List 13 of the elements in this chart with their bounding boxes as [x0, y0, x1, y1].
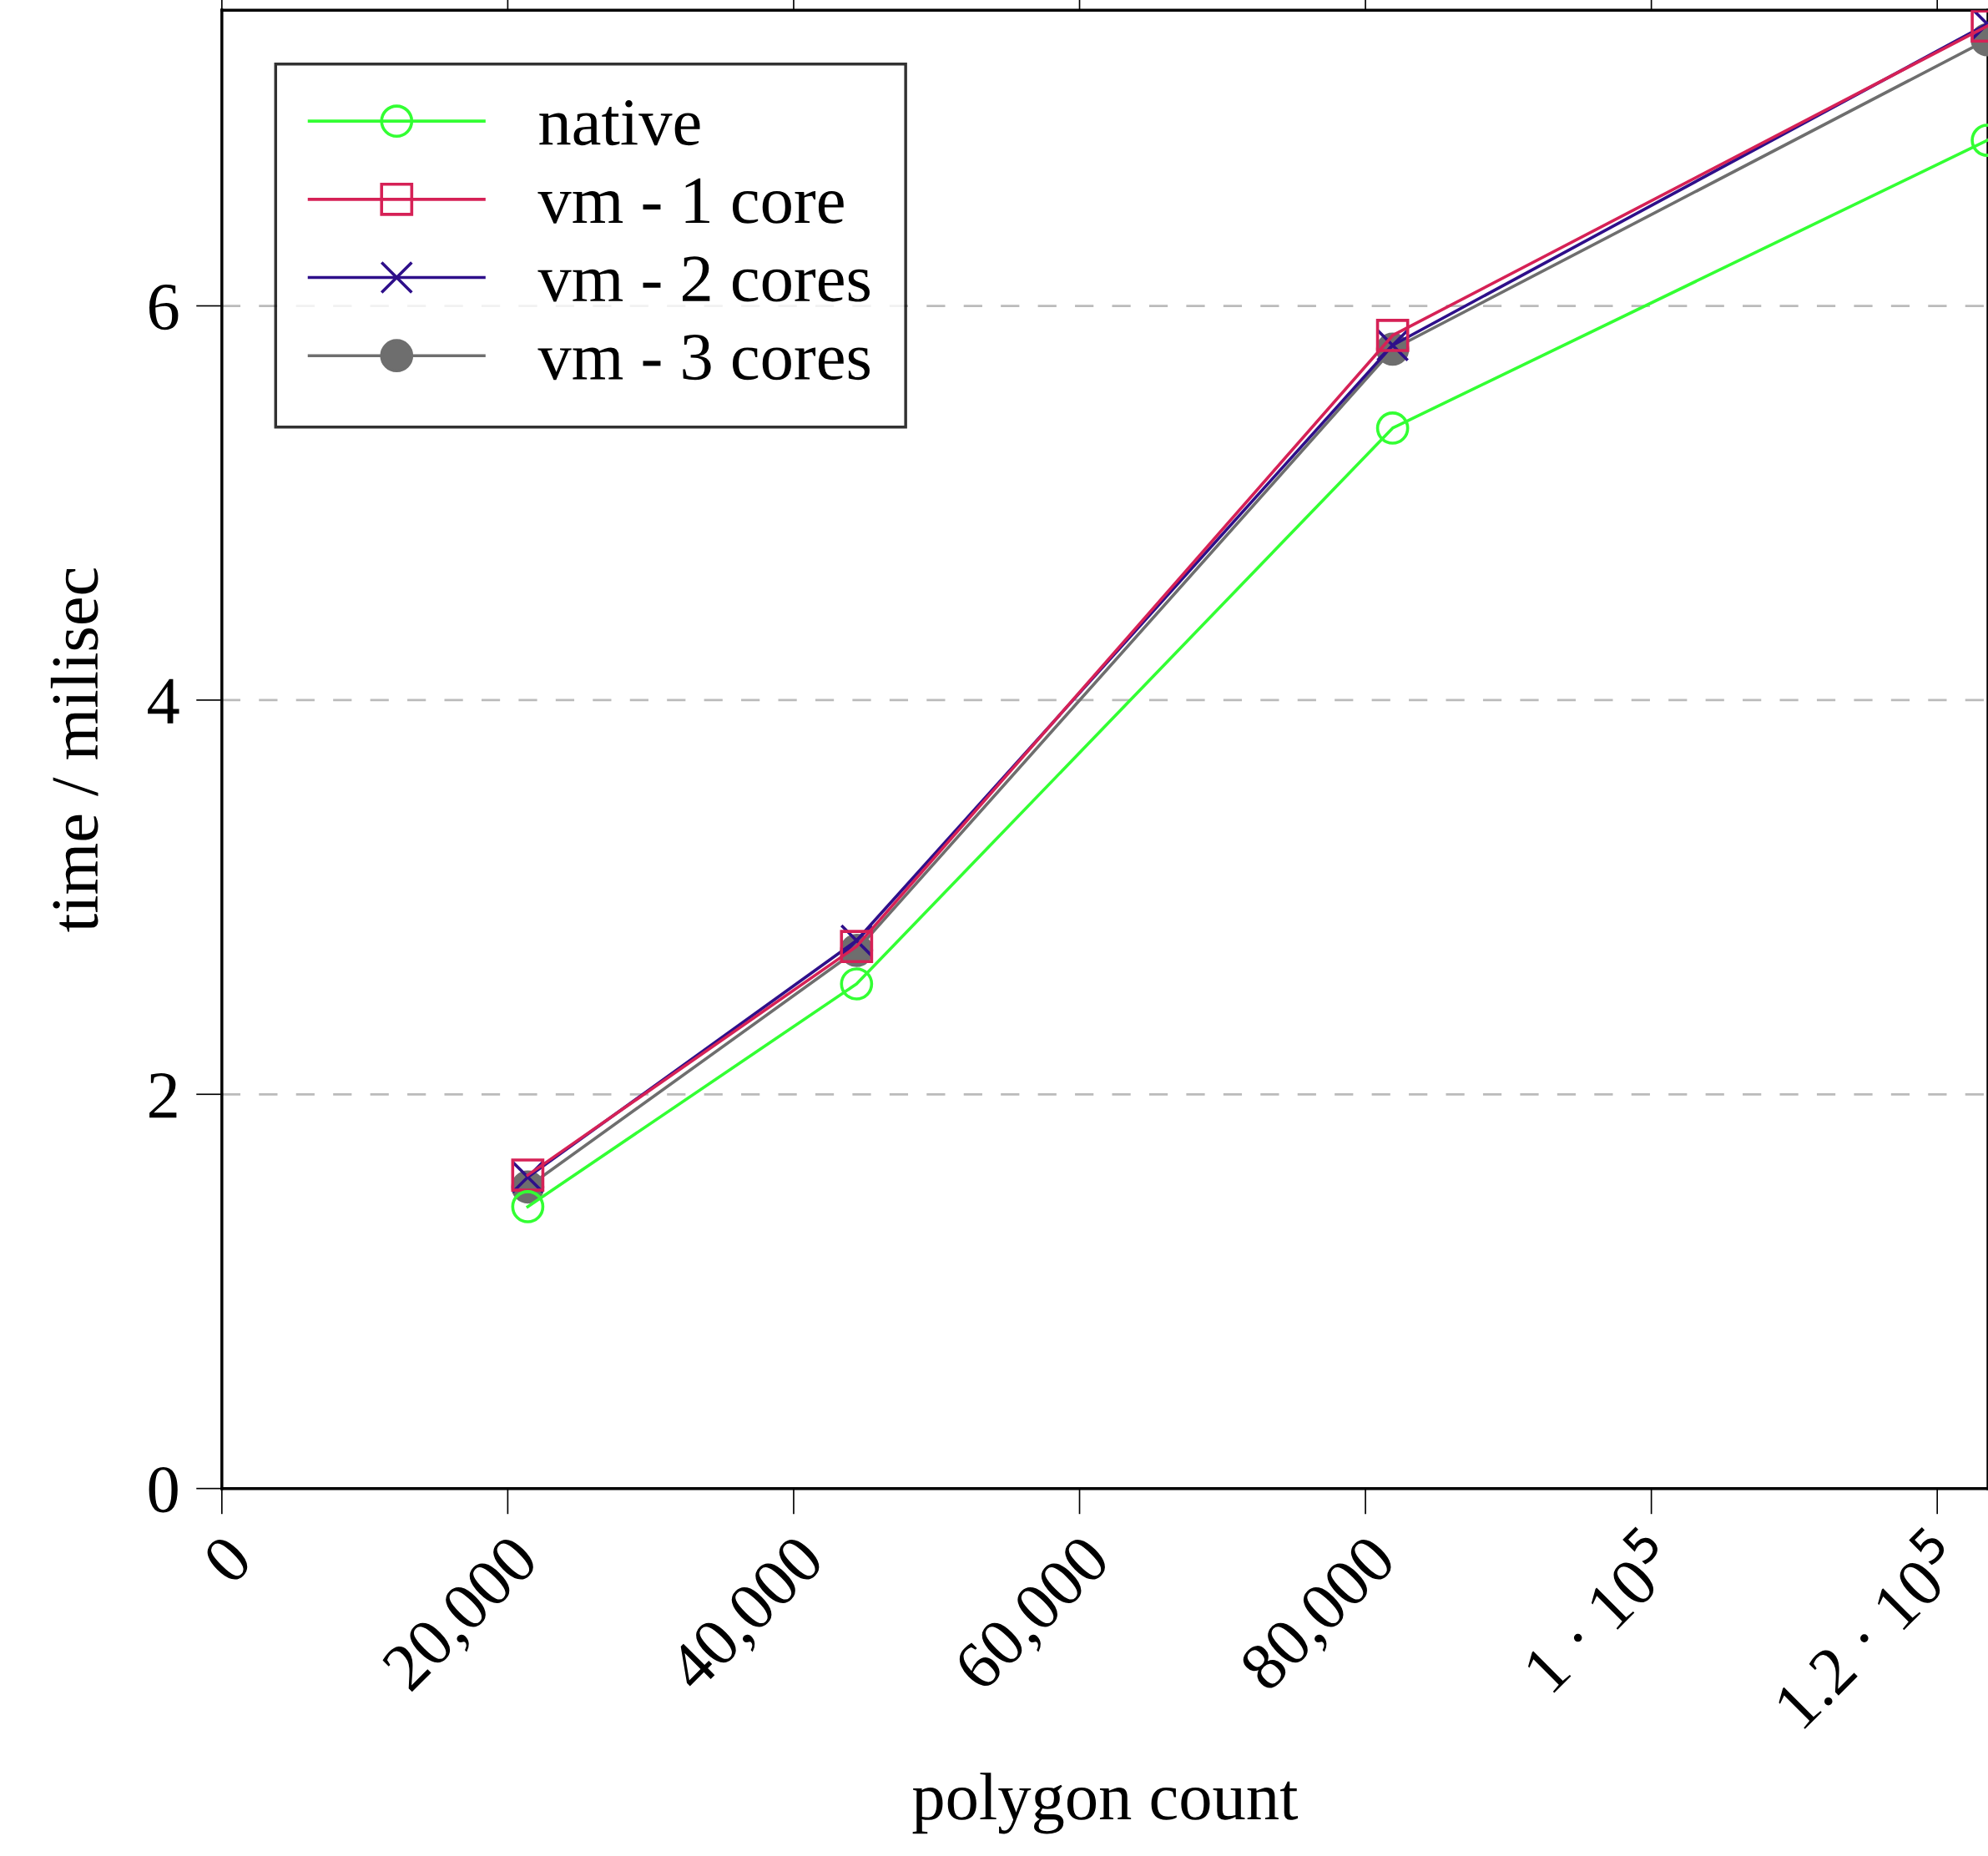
y-axis-title: time / milisec	[50, 568, 98, 932]
legend-label: native	[539, 100, 700, 146]
legend-label: vm - 2 cores	[537, 256, 870, 302]
x-tick-label: 0	[201, 1533, 254, 1586]
y-tick-label: 2	[149, 1072, 177, 1118]
y-tick-label: 4	[148, 678, 179, 724]
x-tick-label: 1 · 10$^{5}$	[1511, 1525, 1681, 1694]
x-tick-label: 1.2 · 10$^{5}$	[1762, 1525, 1967, 1730]
y-tick-label: 6	[149, 285, 179, 330]
y-tick-label: 0	[149, 1467, 178, 1513]
legend-label: vm - 3 cores	[537, 335, 870, 381]
legend-label: vm - 1 core	[537, 178, 844, 224]
x-axis-title: polygon count	[912, 1773, 1299, 1834]
